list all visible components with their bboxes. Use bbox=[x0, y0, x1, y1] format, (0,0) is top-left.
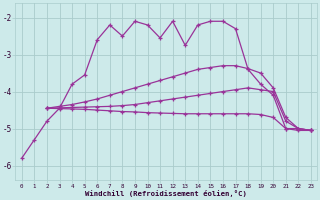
X-axis label: Windchill (Refroidissement éolien,°C): Windchill (Refroidissement éolien,°C) bbox=[85, 190, 247, 197]
